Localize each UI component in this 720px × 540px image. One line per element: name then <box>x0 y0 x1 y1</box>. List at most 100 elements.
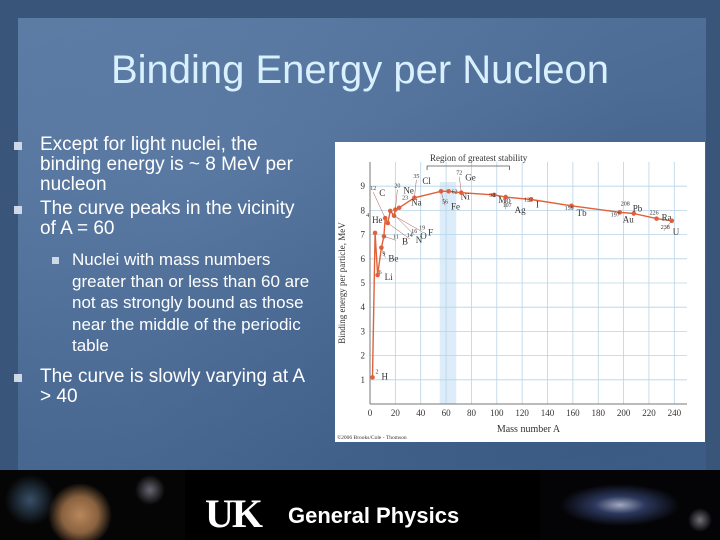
point-element-label: I <box>536 200 539 210</box>
point-mass-label: 4 <box>366 213 369 219</box>
bullet-text: Except for light nuclei, the binding ene… <box>40 134 293 195</box>
point-element-label: Tb <box>577 208 587 218</box>
data-point <box>491 192 497 198</box>
point-mass-label: 9 <box>382 252 385 258</box>
point-element-label: B <box>402 236 408 246</box>
uk-logo: UK <box>205 491 263 536</box>
y-tick-label: 2 <box>361 351 366 361</box>
bullet-text: The curve is slowly varying at A > 40 <box>40 365 304 407</box>
x-tick-label: 120 <box>515 408 529 418</box>
point-element-label: Ra <box>662 213 672 223</box>
point-leader-line <box>393 215 423 232</box>
point-leader-line <box>381 247 386 258</box>
point-leader-line <box>663 220 672 231</box>
point-mass-label: 56 <box>442 199 448 205</box>
point-leader-line <box>459 176 462 193</box>
point-element-label: Ge <box>465 173 476 183</box>
point-element-label: Au <box>623 214 634 224</box>
y-tick-label: 5 <box>361 278 366 288</box>
point-mass-label: 16 <box>411 229 417 235</box>
bullet-text: The curve peaks in the vicinity of A = 6… <box>40 198 295 239</box>
binding-energy-chart-svg: 0 20 40 60 80 100 120 140 160 180 200 220 2401234567… <box>337 153 687 441</box>
point-element-label: Fe <box>451 201 460 211</box>
point-leader-line <box>372 192 386 219</box>
point-mass-label: 197 <box>611 212 620 218</box>
data-point <box>654 216 659 221</box>
data-point <box>396 205 402 211</box>
data-point <box>412 195 417 201</box>
data-point <box>569 203 574 209</box>
point-element-label: He <box>372 215 383 225</box>
slide-title: Binding Energy per Nucleon <box>110 48 610 92</box>
point-element-label: O <box>420 231 427 241</box>
bullet-item: Except for light nuclei, the binding ene… <box>14 135 314 195</box>
point-mass-label: 107 <box>503 203 512 209</box>
y-tick-label: 7 <box>361 230 366 240</box>
point-mass-label: 12 <box>370 186 376 192</box>
point-mass-label: 23 <box>402 196 408 202</box>
chart-credit: ©2006 Brooks/Cole - Thomson <box>337 434 407 441</box>
y-tick-label: 8 <box>361 205 366 215</box>
bullet-item: The curve is slowly varying at A > 40 <box>14 365 314 407</box>
data-point <box>379 245 384 250</box>
point-element-label: Ni <box>461 191 470 201</box>
data-point <box>381 233 387 239</box>
point-mass-label: 238 <box>661 225 670 231</box>
point-element-label: F <box>428 228 433 238</box>
data-point <box>372 230 378 236</box>
point-mass-label: 6 <box>379 270 382 276</box>
point-element-label: Li <box>385 272 393 282</box>
data-point <box>617 210 623 215</box>
point-element-label: Ne <box>403 186 414 196</box>
footer-banner <box>0 470 720 540</box>
point-leader-line <box>414 179 417 198</box>
x-tick-label: 240 <box>668 408 682 418</box>
point-element-label: Na <box>411 198 422 208</box>
point-element-label: Be <box>388 254 398 264</box>
bullet-marker-icon <box>52 257 59 264</box>
point-element-label: Mo <box>498 195 511 205</box>
point-element-label: Cl <box>422 176 431 186</box>
x-tick-label: 220 <box>642 408 656 418</box>
data-point <box>382 215 388 221</box>
x-tick-label: 40 <box>416 408 426 418</box>
point-mass-label: 98 <box>489 193 495 199</box>
x-tick-label: 100 <box>490 408 504 418</box>
point-mass-label: 226 <box>650 211 659 217</box>
point-element-label: N <box>416 235 423 245</box>
y-tick-label: 3 <box>361 326 366 336</box>
y-tick-label: 4 <box>361 302 366 312</box>
data-point <box>370 375 375 380</box>
data-point <box>503 194 508 200</box>
point-mass-label: 35 <box>413 174 419 180</box>
x-tick-label: 140 <box>541 408 555 418</box>
point-leader-line <box>440 191 446 206</box>
point-mass-label: 20 <box>394 184 400 190</box>
galaxy-image-right <box>540 470 720 540</box>
stability-region-brace <box>426 165 510 170</box>
point-element-label: Pb <box>633 204 643 214</box>
data-point <box>458 190 464 196</box>
point-element-label: U <box>673 227 680 237</box>
point-mass-label: 14 <box>407 233 413 239</box>
x-axis-label: Mass number A <box>497 424 561 435</box>
y-tick-label: 6 <box>361 254 366 264</box>
course-name: General Physics <box>288 503 460 528</box>
x-tick-label: 0 <box>368 408 373 418</box>
point-leader-line <box>387 222 410 240</box>
x-tick-label: 200 <box>617 408 631 418</box>
bullet-list: Except for light nuclei, the binding ene… <box>14 135 314 411</box>
data-point <box>528 197 534 202</box>
y-tick-label: 9 <box>361 181 366 191</box>
point-mass-label: 11 <box>393 234 399 240</box>
x-tick-label: 160 <box>566 408 580 418</box>
point-mass-label: 19 <box>419 226 425 232</box>
point-mass-label: 72 <box>456 171 462 177</box>
stability-region <box>439 182 457 404</box>
point-mass-label: 2 <box>376 369 379 375</box>
stability-region-label: Region of greatest stability <box>430 153 528 163</box>
bullet-marker-icon <box>14 142 22 150</box>
data-point <box>446 188 451 194</box>
sub-bullet-text: Nuclei with mass numbers greater than or… <box>72 250 310 355</box>
